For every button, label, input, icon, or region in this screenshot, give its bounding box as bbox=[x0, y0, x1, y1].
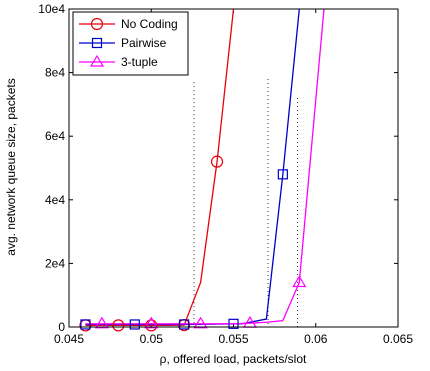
y-tick-label: 10e4 bbox=[38, 2, 65, 16]
legend: No Coding Pairwise 3-tuple bbox=[72, 11, 189, 76]
legend-marker bbox=[89, 54, 105, 67]
legend-label: No Coding bbox=[121, 17, 178, 31]
data-point-1 bbox=[179, 319, 190, 330]
x-tick-label: 0.065 bbox=[383, 332, 413, 346]
data-point-2 bbox=[144, 316, 159, 329]
data-point-0 bbox=[145, 319, 158, 332]
legend-label: Pairwise bbox=[121, 36, 167, 50]
data-point-2 bbox=[94, 316, 109, 329]
x-ticks: 0.045 0.05 0.055 0.06 0.065 bbox=[54, 9, 413, 346]
y-tick-label: 0 bbox=[58, 320, 65, 334]
x-tick-label: 0.045 bbox=[54, 332, 84, 346]
data-point-1 bbox=[277, 169, 288, 180]
data-point-2 bbox=[292, 275, 307, 288]
series-line-0 bbox=[85, 9, 235, 327]
y-tick-label: 4e4 bbox=[45, 193, 65, 207]
x-tick-label: 0.05 bbox=[140, 332, 164, 346]
data-point-2 bbox=[193, 316, 208, 329]
data-point-1 bbox=[228, 318, 239, 329]
data-point-1 bbox=[80, 319, 91, 330]
legend-marker bbox=[91, 37, 103, 49]
y-axis-label: avg. network queue size, packets bbox=[4, 78, 18, 255]
legend-marker bbox=[90, 17, 104, 31]
y-tick-label: 2e4 bbox=[45, 256, 65, 270]
y-tick-label: 6e4 bbox=[45, 129, 65, 143]
legend-label: 3-tuple bbox=[121, 55, 158, 69]
reference-lines bbox=[193, 78, 299, 327]
x-tick-label: 0.055 bbox=[218, 332, 248, 346]
plot-frame bbox=[68, 8, 399, 328]
y-ticks: 0 2e4 4e4 6e4 8e4 10e4 bbox=[38, 2, 398, 334]
data-point-0 bbox=[210, 155, 224, 168]
x-axis-label: ρ, offered load, packets/slot bbox=[160, 352, 307, 366]
y-tick-label: 8e4 bbox=[45, 66, 65, 80]
data-point-0 bbox=[112, 319, 125, 332]
x-tick-label: 0.06 bbox=[304, 332, 328, 346]
data-point-1 bbox=[129, 319, 140, 330]
